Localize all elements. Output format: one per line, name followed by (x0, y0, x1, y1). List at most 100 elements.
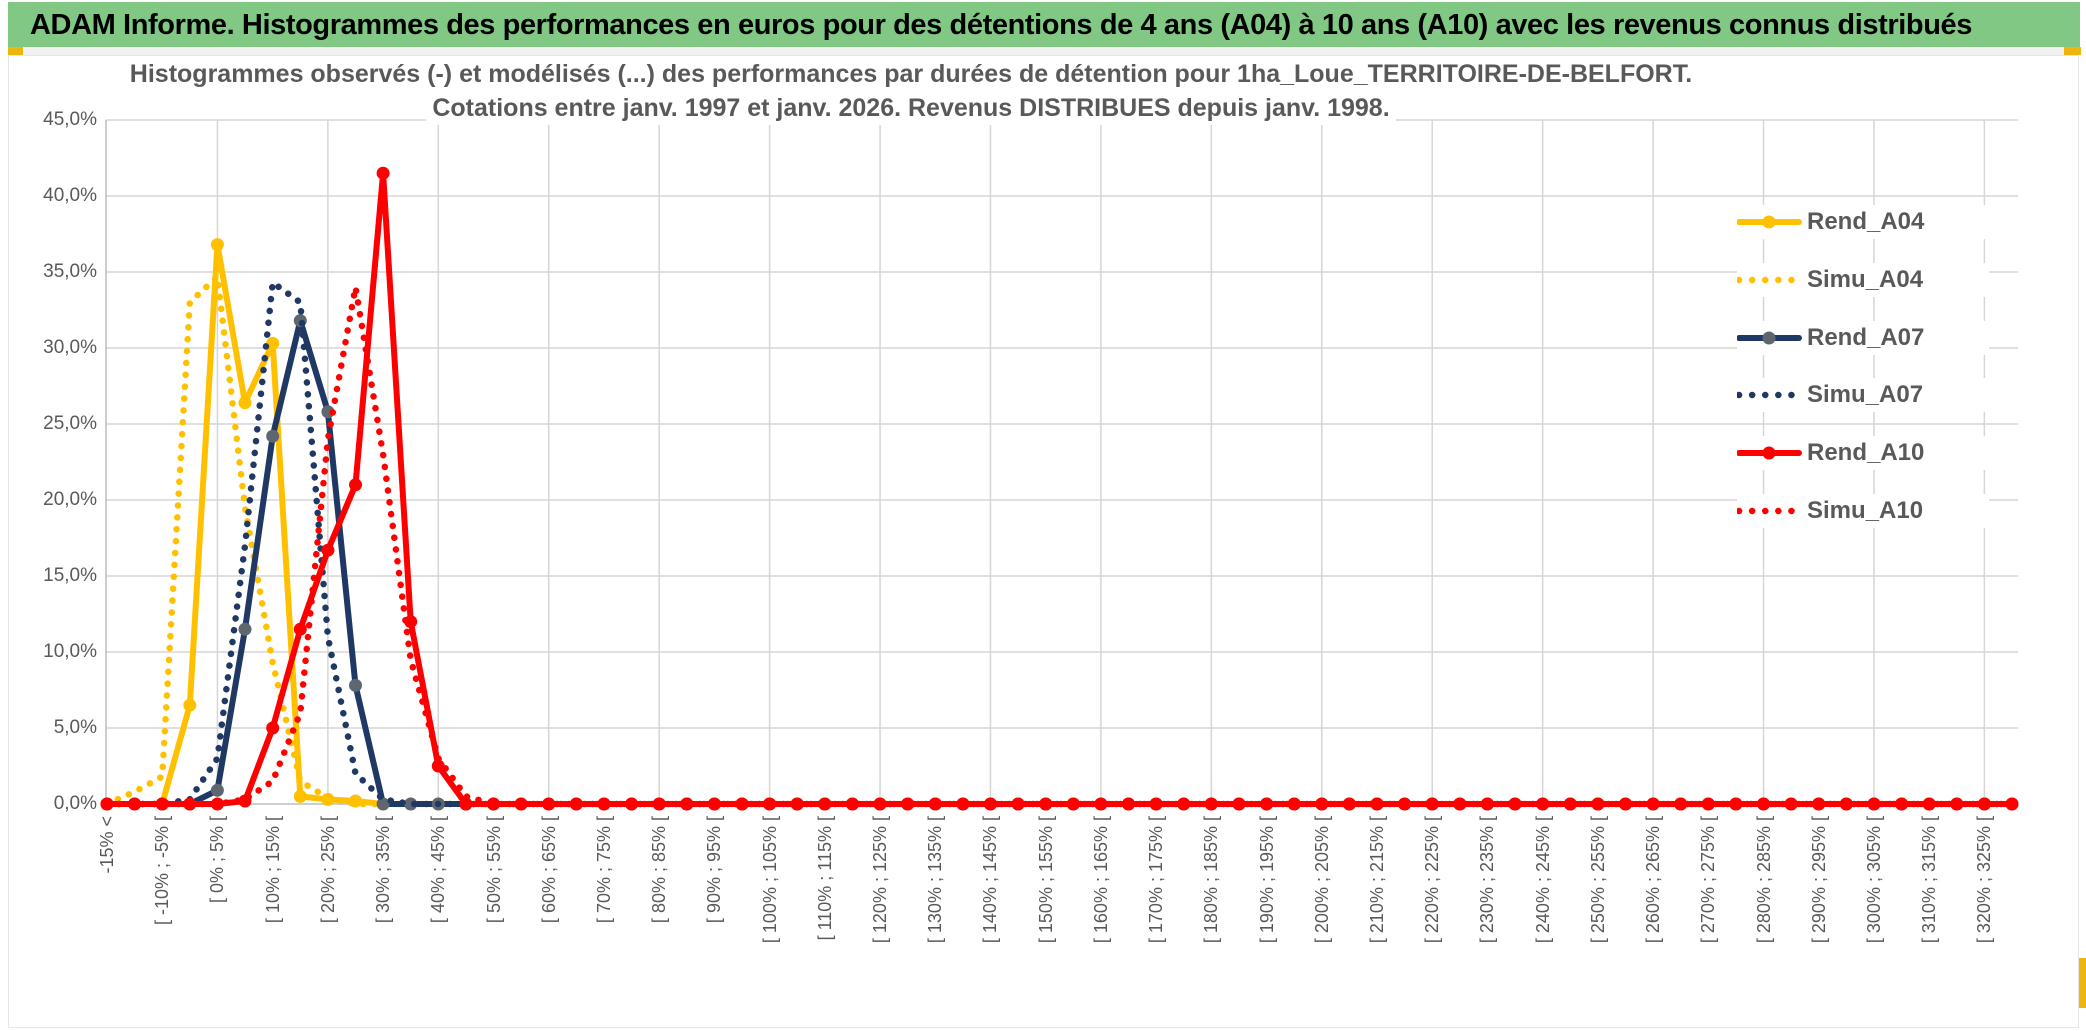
marker-rend_a10 (928, 797, 942, 811)
marker-rend_a10 (1094, 797, 1108, 811)
legend-item-rend_a04[interactable]: Rend_A04 (1737, 205, 1989, 239)
series-line-simu_a10 (103, 283, 2016, 808)
x-tick-label: [ 90% ; 95% [ (704, 816, 725, 924)
legend-label: Simu_A07 (1807, 381, 1924, 409)
x-tick-label: [ 160% ; 165% [ (1090, 816, 1111, 944)
marker-rend_a10 (293, 622, 307, 636)
x-tick-label: [ 250% ; 255% [ (1587, 816, 1608, 944)
legend-label: Simu_A10 (1807, 497, 1924, 524)
page-title: ADAM Informe. Histogrammes des performan… (30, 9, 1972, 41)
legend-swatch-rend_a04 (1737, 215, 1802, 229)
x-tick-label: [ 270% ; 275% [ (1698, 816, 1719, 944)
series-line-rend_a10 (104, 170, 2015, 807)
x-tick-label: [ 290% ; 295% [ (1808, 816, 1829, 944)
y-tick-label: 0,0% (53, 793, 97, 814)
x-tick-label: [ 140% ; 145% [ (980, 816, 1001, 944)
x-tick-label: [ 200% ; 205% [ (1311, 816, 1332, 944)
legend-item-simu_a10[interactable]: Simu_A10 (1737, 494, 1989, 528)
x-tick-label: [ 180% ; 185% [ (1201, 816, 1222, 944)
y-tick-label: 45,0% (43, 109, 97, 130)
marker-rend_a10 (680, 797, 694, 811)
marker-rend_a07 (238, 622, 252, 636)
gold-accent-right (2064, 47, 2081, 55)
x-tick-label: [ 60% ; 65% [ (538, 816, 559, 924)
chart-canvas[interactable] (8, 55, 2079, 1028)
x-tick-label: [ 30% ; 35% [ (373, 816, 394, 924)
x-tick-label: [ 320% ; 325% [ (1974, 816, 1995, 944)
legend-item-simu_a07[interactable]: Simu_A07 (1737, 378, 1989, 413)
marker-rend_a07 (376, 797, 390, 811)
y-tick-label: 20,0% (43, 489, 97, 510)
x-tick-label: [ 220% ; 225% [ (1422, 816, 1443, 944)
marker-rend_a04 (183, 698, 197, 712)
chart-title-line1: Histogrammes observés (-) et modélisés (… (123, 57, 1699, 91)
marker-rend_a10 (2005, 797, 2019, 811)
header-substrip (8, 47, 2080, 55)
legend-swatch-rend_a07 (1737, 331, 1802, 345)
marker-rend_a10 (1619, 797, 1632, 811)
marker-rend_a10 (1729, 797, 1743, 811)
marker-rend_a10 (1701, 797, 1715, 811)
marker-rend_a10 (128, 797, 142, 811)
marker-rend_a10 (845, 797, 859, 811)
marker-rend_a10 (763, 797, 777, 811)
legend-item-simu_a04[interactable]: Simu_A04 (1737, 262, 1989, 297)
marker-rend_a10 (1812, 797, 1826, 811)
x-tick-label: [ 50% ; 55% [ (483, 816, 504, 924)
marker-rend_a10 (1784, 797, 1798, 811)
marker-rend_a10 (1039, 797, 1053, 811)
y-tick-label: 25,0% (43, 413, 97, 434)
legend-label: Rend_A07 (1807, 323, 1925, 351)
legend-swatch-simu_a04 (1737, 276, 1803, 284)
marker-rend_a04 (210, 238, 224, 252)
legend-label: Rend_A10 (1807, 439, 1925, 467)
marker-rend_a10 (1536, 797, 1550, 811)
legend-swatch-simu_a07 (1737, 392, 1803, 399)
legend-item-rend_a10[interactable]: Rend_A10 (1737, 436, 1989, 471)
marker-rend_a10 (376, 166, 390, 180)
x-tick-label: [ -10% ; -5% [ (152, 816, 173, 926)
x-tick-label: [ 110% ; 115% [ (814, 816, 835, 941)
marker-rend_a10 (349, 478, 362, 492)
legend-label: Rend_A04 (1807, 208, 1925, 235)
marker-rend_a07 (210, 783, 224, 797)
x-tick-label: [ 280% ; 285% [ (1753, 816, 1774, 944)
x-tick-label: -15% < (97, 816, 117, 874)
marker-rend_a10 (459, 797, 473, 811)
x-tick-label: [ 190% ; 195% [ (1256, 816, 1277, 944)
marker-rend_a10 (1867, 797, 1881, 811)
marker-rend_a10 (321, 543, 335, 557)
marker-rend_a10 (1122, 797, 1135, 811)
marker-rend_a10 (1453, 797, 1467, 811)
y-tick-label: 10,0% (43, 641, 97, 662)
x-tick-label: [ 80% ; 85% [ (649, 816, 670, 924)
legend-item-rend_a07[interactable]: Rend_A07 (1737, 320, 1989, 355)
marker-rend_a07 (266, 429, 280, 443)
marker-rend_a10 (431, 759, 445, 773)
y-tick-label: 30,0% (43, 337, 97, 358)
x-tick-label: [ 0% ; 5% [ (207, 816, 228, 904)
y-tick-label: 15,0% (43, 565, 97, 586)
header-bar: ADAM Informe. Histogrammes des performan… (8, 2, 2080, 47)
gold-accent-edge (2079, 958, 2086, 1008)
legend-swatch-simu_a10 (1737, 507, 1803, 515)
y-tick-label: 5,0% (53, 717, 97, 738)
marker-rend_a10 (1370, 797, 1384, 811)
series-line-rend_a07 (104, 317, 2015, 807)
x-tick-label: [ 100% ; 105% [ (759, 816, 780, 944)
gold-accent-left (8, 47, 23, 55)
x-tick-label: [ 170% ; 175% [ (1146, 816, 1167, 944)
marker-rend_a10 (514, 797, 528, 811)
marker-rend_a07 (404, 797, 418, 811)
x-tick-label: [ 260% ; 265% [ (1643, 816, 1664, 944)
y-tick-label: 40,0% (43, 185, 97, 206)
marker-rend_a10 (1204, 797, 1218, 811)
marker-rend_a10 (1011, 797, 1025, 811)
marker-rend_a10 (1977, 797, 1991, 811)
marker-rend_a07 (349, 678, 362, 692)
x-tick-label: [ 240% ; 245% [ (1532, 816, 1553, 944)
marker-rend_a10 (1177, 797, 1191, 811)
marker-rend_a10 (597, 797, 611, 811)
